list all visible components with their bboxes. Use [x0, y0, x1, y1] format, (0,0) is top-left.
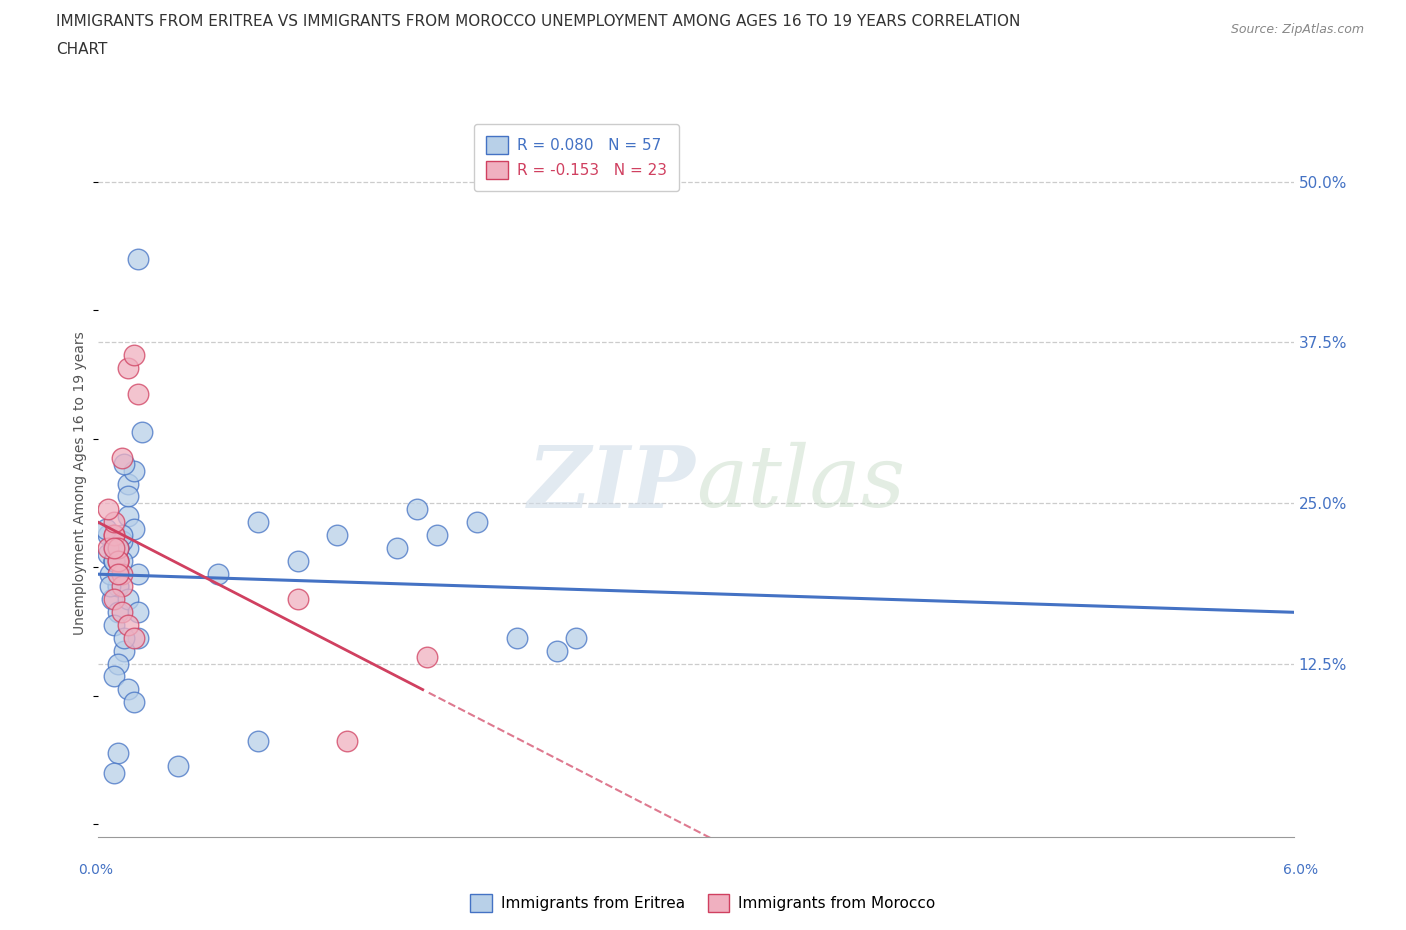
Point: [117, 476, 139, 491]
Point: [107, 566, 129, 581]
Point: [107, 553, 129, 568]
Point: [103, 618, 125, 632]
Point: [124, 463, 146, 478]
Point: [103, 540, 125, 555]
Point: [103, 591, 125, 606]
Point: [107, 540, 129, 555]
Point: [117, 540, 139, 555]
Point: [101, 591, 124, 606]
Legend: R = 0.080   N = 57, R = -0.153   N = 23: R = 0.080 N = 57, R = -0.153 N = 23: [474, 124, 679, 191]
Point: [546, 644, 568, 658]
Point: [107, 566, 129, 581]
Point: [111, 450, 134, 465]
Y-axis label: Unemployment Among Ages 16 to 19 years: Unemployment Among Ages 16 to 19 years: [73, 332, 87, 635]
Point: [406, 502, 429, 517]
Point: [127, 631, 149, 645]
Text: Source: ZipAtlas.com: Source: ZipAtlas.com: [1230, 23, 1364, 36]
Point: [111, 566, 134, 581]
Point: [287, 553, 309, 568]
Point: [111, 553, 134, 568]
Point: [111, 579, 134, 594]
Point: [98, 566, 122, 581]
Point: [127, 386, 149, 401]
Point: [127, 604, 149, 619]
Point: [111, 534, 134, 549]
Point: [103, 534, 125, 549]
Point: [107, 746, 129, 761]
Point: [111, 527, 134, 542]
Point: [97, 540, 120, 555]
Point: [107, 579, 129, 594]
Point: [103, 553, 125, 568]
Point: [246, 514, 269, 529]
Point: [107, 553, 129, 568]
Point: [124, 348, 146, 363]
Point: [127, 566, 149, 581]
Point: [287, 591, 309, 606]
Point: [98, 579, 122, 594]
Point: [124, 631, 146, 645]
Point: [112, 631, 135, 645]
Point: [112, 644, 135, 658]
Point: [131, 425, 153, 440]
Point: [107, 540, 129, 555]
Point: [127, 251, 149, 266]
Point: [426, 527, 449, 542]
Point: [103, 553, 125, 568]
Point: [117, 682, 139, 697]
Point: [103, 514, 125, 529]
Text: ZIP: ZIP: [529, 442, 696, 525]
Text: atlas: atlas: [696, 443, 905, 525]
Point: [246, 733, 269, 748]
Point: [103, 527, 125, 542]
Point: [506, 631, 529, 645]
Point: [103, 765, 125, 780]
Point: [103, 527, 125, 542]
Point: [167, 759, 190, 774]
Point: [107, 604, 129, 619]
Point: [103, 669, 125, 684]
Point: [207, 566, 229, 581]
Point: [385, 540, 409, 555]
Point: [97, 527, 120, 542]
Point: [565, 631, 588, 645]
Text: CHART: CHART: [56, 42, 108, 57]
Point: [465, 514, 488, 529]
Legend: Immigrants from Eritrea, Immigrants from Morocco: Immigrants from Eritrea, Immigrants from…: [464, 888, 942, 918]
Point: [117, 618, 139, 632]
Point: [117, 509, 139, 524]
Point: [103, 540, 125, 555]
Point: [97, 502, 120, 517]
Point: [111, 604, 134, 619]
Point: [336, 733, 359, 748]
Point: [124, 521, 146, 536]
Point: [117, 361, 139, 376]
Point: [103, 540, 125, 555]
Text: 6.0%: 6.0%: [1284, 863, 1317, 877]
Point: [97, 547, 120, 562]
Point: [107, 540, 129, 555]
Point: [96, 521, 118, 536]
Point: [326, 527, 349, 542]
Text: IMMIGRANTS FROM ERITREA VS IMMIGRANTS FROM MOROCCO UNEMPLOYMENT AMONG AGES 16 TO: IMMIGRANTS FROM ERITREA VS IMMIGRANTS FR…: [56, 14, 1021, 29]
Point: [107, 553, 129, 568]
Point: [117, 591, 139, 606]
Point: [117, 489, 139, 504]
Point: [107, 656, 129, 671]
Point: [416, 650, 439, 665]
Point: [103, 553, 125, 568]
Point: [107, 579, 129, 594]
Point: [112, 457, 135, 472]
Text: 0.0%: 0.0%: [79, 863, 112, 877]
Point: [124, 695, 146, 710]
